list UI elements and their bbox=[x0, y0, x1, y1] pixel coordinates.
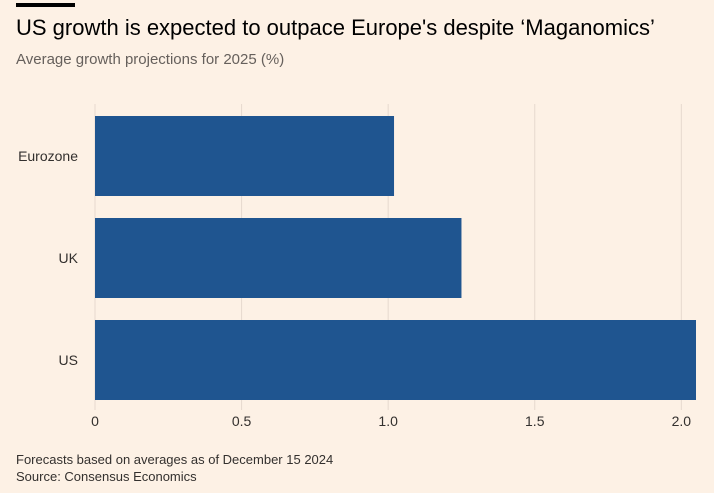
category-label: US bbox=[59, 352, 78, 368]
chart-title: US growth is expected to outpace Europe'… bbox=[16, 15, 655, 40]
bar-eurozone bbox=[95, 116, 395, 196]
bar-us bbox=[95, 320, 696, 400]
bars bbox=[95, 116, 696, 400]
x-tick-label: 1.5 bbox=[525, 413, 545, 429]
bar-uk bbox=[95, 218, 462, 298]
x-tick-label: 2.0 bbox=[672, 413, 692, 429]
footnote: Forecasts based on averages as of Decemb… bbox=[16, 452, 334, 467]
category-label: Eurozone bbox=[18, 148, 78, 164]
x-tick-labels: 0 0.5 1.0 1.5 2.0 bbox=[91, 413, 691, 429]
category-label: UK bbox=[59, 250, 79, 266]
chart-subtitle: Average growth projections for 2025 (%) bbox=[16, 51, 285, 68]
source-note: Source: Consensus Economics bbox=[16, 469, 197, 484]
x-tick-label: 0.5 bbox=[232, 413, 252, 429]
category-labels: Eurozone UK US bbox=[18, 148, 79, 368]
x-tick-label: 1.0 bbox=[378, 413, 398, 429]
chart-footer: Forecasts based on averages as of Decemb… bbox=[16, 451, 333, 485]
header-rule bbox=[16, 3, 75, 7]
x-tick-label: 0 bbox=[91, 413, 99, 429]
